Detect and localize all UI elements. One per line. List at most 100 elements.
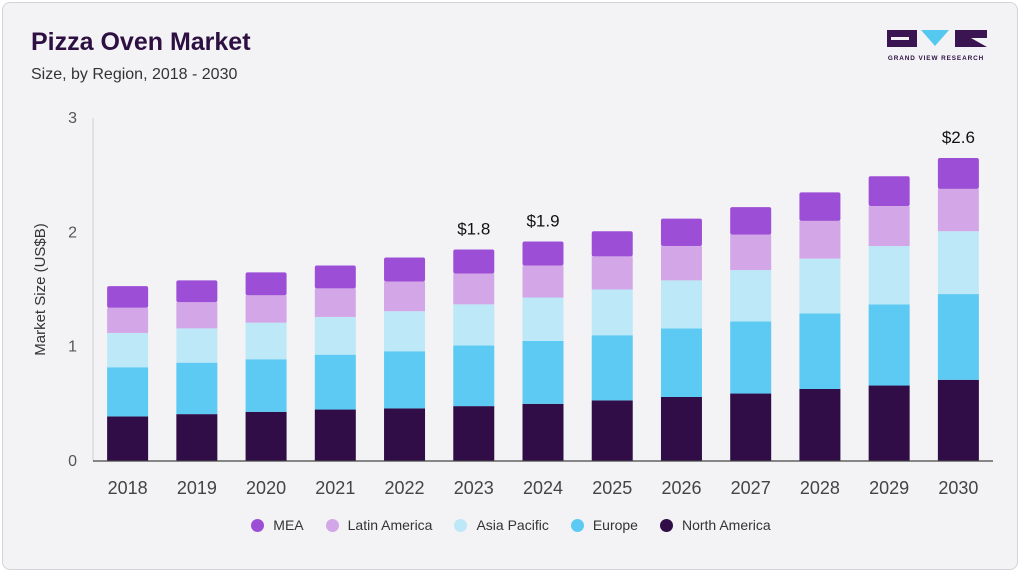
bar-segment-mea bbox=[730, 207, 772, 235]
x-tick-label: 2028 bbox=[800, 478, 840, 498]
bar-segment-asia-pacific bbox=[799, 258, 841, 314]
bar-segment-europe bbox=[591, 335, 633, 401]
bar-segment-mea bbox=[937, 158, 979, 189]
y-tick-label: 0 bbox=[68, 453, 77, 470]
x-tick-label: 2019 bbox=[177, 478, 217, 498]
bar-segment-asia-pacific bbox=[522, 297, 564, 341]
bar-segment-mea bbox=[453, 249, 495, 274]
bar-segment-latin-america bbox=[314, 288, 356, 317]
bar-segment-europe bbox=[799, 313, 841, 389]
bar-segment-europe bbox=[660, 328, 702, 397]
x-tick-label: 2024 bbox=[523, 478, 563, 498]
x-tick-label: 2018 bbox=[108, 478, 148, 498]
bar-segment-latin-america bbox=[245, 295, 287, 323]
logo-mark-icon bbox=[887, 30, 987, 47]
legend-swatch bbox=[251, 518, 265, 532]
bar-segment-latin-america bbox=[660, 246, 702, 281]
y-tick-label: 2 bbox=[68, 224, 77, 241]
bar-segment-north-america bbox=[799, 388, 841, 461]
legend-item: MEA bbox=[251, 517, 304, 533]
chart-title: Pizza Oven Market bbox=[31, 28, 251, 56]
bar-segment-latin-america bbox=[799, 220, 841, 259]
bar-segment-asia-pacific bbox=[660, 280, 702, 329]
legend-label: MEA bbox=[273, 517, 304, 533]
x-tick-label: 2026 bbox=[661, 478, 701, 498]
legend-swatch bbox=[454, 518, 468, 532]
x-tick-label: 2022 bbox=[385, 478, 425, 498]
bar-segment-asia-pacific bbox=[314, 316, 356, 355]
bar-segment-north-america bbox=[176, 414, 218, 461]
legend-item: Asia Pacific bbox=[454, 517, 549, 533]
bar-segment-mea bbox=[314, 265, 356, 289]
legend-label: Asia Pacific bbox=[476, 517, 549, 533]
bar-segment-latin-america bbox=[107, 307, 149, 333]
bar-segment-mea bbox=[660, 218, 702, 247]
x-tick-label: 2020 bbox=[246, 478, 286, 498]
legend-item: North America bbox=[659, 517, 771, 533]
bar-segment-europe bbox=[522, 340, 564, 404]
x-tick-label: 2029 bbox=[869, 478, 909, 498]
bar-segment-latin-america bbox=[730, 234, 772, 271]
bar-segment-mea bbox=[384, 257, 426, 282]
bar-segment-latin-america bbox=[591, 256, 633, 290]
bar-segment-latin-america bbox=[176, 302, 218, 329]
legend-swatch bbox=[570, 518, 584, 532]
legend-label: Latin America bbox=[347, 517, 433, 533]
legend-swatch bbox=[659, 518, 673, 532]
x-tick-label: 2030 bbox=[938, 478, 978, 498]
y-tick-label: 1 bbox=[68, 339, 77, 356]
chart-legend: MEA Latin America Asia Pacific Europe North … bbox=[3, 517, 1017, 533]
bar-segment-latin-america bbox=[384, 281, 426, 312]
bar-segment-mea bbox=[245, 272, 287, 296]
legend-item: Latin America bbox=[325, 517, 433, 533]
x-tick-label: 2023 bbox=[454, 478, 494, 498]
bar-segment-europe bbox=[384, 351, 426, 409]
bar-segment-north-america bbox=[730, 393, 772, 461]
bar-segment-mea bbox=[176, 280, 218, 303]
bar-segment-mea bbox=[799, 192, 841, 221]
bar-segment-europe bbox=[107, 367, 149, 417]
bar-segment-north-america bbox=[314, 409, 356, 461]
bar-segment-europe bbox=[730, 321, 772, 394]
bar-segment-north-america bbox=[522, 403, 564, 461]
bar-segment-asia-pacific bbox=[384, 311, 426, 352]
bar-segment-north-america bbox=[868, 385, 910, 461]
bar-segment-latin-america bbox=[453, 273, 495, 305]
bar-segment-europe bbox=[937, 294, 979, 380]
bar-segment-mea bbox=[868, 176, 910, 207]
x-tick-label: 2021 bbox=[315, 478, 355, 498]
bar-segment-mea bbox=[522, 241, 564, 266]
x-tick-label: 2025 bbox=[592, 478, 632, 498]
bar-segment-asia-pacific bbox=[176, 328, 218, 363]
bar-segment-europe bbox=[868, 304, 910, 386]
bar-segment-north-america bbox=[107, 416, 149, 461]
grand-view-research-logo: GRAND VIEW RESEARCH bbox=[883, 27, 993, 67]
bar-segment-europe bbox=[245, 359, 287, 412]
logo-text: GRAND VIEW RESEARCH bbox=[887, 55, 985, 62]
stacked-bar-chart: Market Size (US$B) 0 1 2 3 2018 2019 2020 2021 20… bbox=[32, 110, 993, 498]
bar-segment-latin-america bbox=[522, 265, 564, 298]
bar-segment-asia-pacific bbox=[107, 332, 149, 368]
bar-segment-north-america bbox=[245, 411, 287, 461]
bar-segment-asia-pacific bbox=[730, 270, 772, 322]
data-label: $1.9 bbox=[526, 211, 559, 230]
y-tick-label: 3 bbox=[68, 110, 77, 127]
bar-segment-latin-america bbox=[937, 188, 979, 232]
y-axis-label: Market Size (US$B) bbox=[32, 223, 49, 356]
chart-card: Pizza Oven Market Size, by Region, 2018 … bbox=[2, 2, 1018, 570]
bar-segment-north-america bbox=[453, 406, 495, 461]
bar-segment-north-america bbox=[660, 396, 702, 461]
bar-segment-asia-pacific bbox=[591, 289, 633, 336]
chart-subtitle: Size, by Region, 2018 - 2030 bbox=[31, 66, 238, 83]
legend-item: Europe bbox=[570, 517, 638, 533]
data-label: $2.6 bbox=[942, 128, 975, 147]
data-label: $1.8 bbox=[457, 219, 490, 238]
bar-segment-mea bbox=[107, 286, 149, 308]
bar-segment-mea bbox=[591, 231, 633, 257]
bar-segment-asia-pacific bbox=[868, 246, 910, 305]
x-tick-label: 2027 bbox=[731, 478, 771, 498]
bar-segment-north-america bbox=[384, 408, 426, 461]
bar-segment-europe bbox=[314, 354, 356, 410]
legend-swatch bbox=[325, 518, 339, 532]
bar-segment-asia-pacific bbox=[937, 231, 979, 295]
